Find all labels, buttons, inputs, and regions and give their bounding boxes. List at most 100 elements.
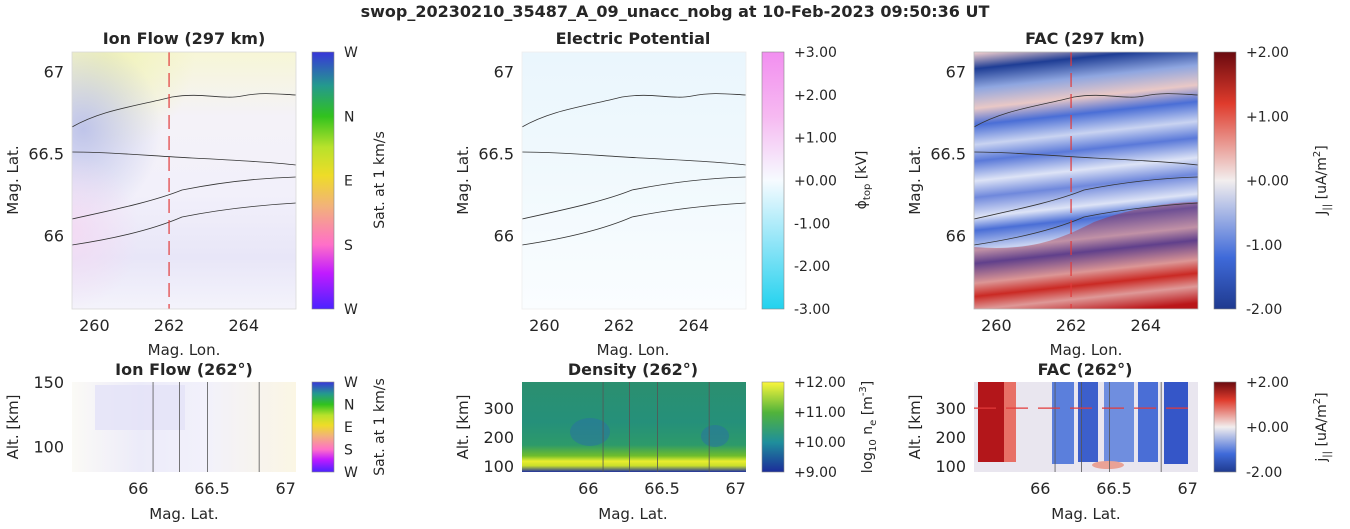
colorbar-tick-label: N xyxy=(344,109,354,125)
x-tick-label: 66 xyxy=(128,479,148,498)
xlabel: Mag. Lon. xyxy=(148,341,221,359)
y-tick-label: 300 xyxy=(935,399,966,418)
y-tick-label: 66 xyxy=(494,226,514,245)
colorbar-tick-label: +2.00 xyxy=(1246,45,1289,61)
heatmap-fac-map xyxy=(974,52,1198,309)
colorbar-tick-label: +2.00 xyxy=(794,88,837,104)
heatmap-fac-section-band xyxy=(1138,382,1158,462)
colorbar-label: Sat. at 1 km/s xyxy=(372,378,388,476)
x-tick-label: 66.5 xyxy=(644,479,680,498)
colorbar-tick-label: +2.00 xyxy=(1246,375,1289,391)
colorbar-tick-label: S xyxy=(344,443,353,459)
x-tick-label: 260 xyxy=(529,316,560,335)
ylabel: Alt. [km] xyxy=(454,395,472,460)
x-tick-label: 262 xyxy=(1056,316,1087,335)
contour-line xyxy=(973,176,1199,220)
colorbar-tick-label: -3.00 xyxy=(794,302,830,318)
heatmap-fac-section-band xyxy=(1052,382,1074,464)
ylabel: Mag. Lat. xyxy=(454,145,472,214)
panel-title: Ion Flow (262°) xyxy=(115,360,253,379)
panel-ion-flow-262: Ion Flow (262°) 66 66.5 67 150 100 Mag. Lat.… xyxy=(4,360,388,523)
colorbar-tick-label: W xyxy=(344,45,358,61)
colorbar-tick-label: -1.00 xyxy=(794,216,830,232)
contour-line xyxy=(973,93,1199,128)
ylabel: Mag. Lat. xyxy=(4,145,22,214)
panel-fac-262: FAC (262°) 66 66.5 67 300 200 100 Mag. Lat. A… xyxy=(906,360,1333,523)
panel-title: Density (262°) xyxy=(568,360,698,379)
panel-density-262: Density (262°) 66 66.5 67 300 200 100 Mag. La… xyxy=(454,360,879,523)
heatmap-ion-flow-pink-patch xyxy=(72,52,296,309)
boundary-lines xyxy=(1054,382,1162,472)
x-tick-label: 262 xyxy=(604,316,635,335)
heatmap-fac-section-band xyxy=(1004,382,1016,462)
y-tick-label: 100 xyxy=(33,437,64,456)
x-tick-label: 66 xyxy=(578,479,598,498)
heatmap-density-patch xyxy=(701,425,729,447)
colorbar-tick-label: E xyxy=(344,174,353,190)
colorbar-tick-label: +0.00 xyxy=(794,174,837,190)
colorbar-tick-label: +1.00 xyxy=(794,131,837,147)
panel-fac-297: FAC (297 km) 260 262 264 67 66.5 66 Mag. Lon.… xyxy=(906,29,1333,359)
colorbar-fac xyxy=(1213,51,1237,310)
y-tick-label: 100 xyxy=(935,457,966,476)
ylabel: Alt. [km] xyxy=(4,395,22,460)
colorbar-tick-label: -2.00 xyxy=(1246,302,1282,318)
boundary-lines xyxy=(602,382,710,472)
y-tick-label: 200 xyxy=(483,428,514,447)
colorbar-tick-label: +0.00 xyxy=(1246,174,1289,190)
contour-line xyxy=(71,202,297,246)
panel-title: FAC (297 km) xyxy=(1025,29,1145,48)
panel-title: FAC (262°) xyxy=(1038,360,1133,379)
colorbar-tick-label: S xyxy=(344,238,353,254)
colorbar-ion-flow-section xyxy=(311,381,335,473)
panel-title: Ion Flow (297 km) xyxy=(103,29,266,48)
colorbar-label: log10 ne [m-3] xyxy=(858,381,879,474)
heatmap-potential-map xyxy=(522,52,746,309)
heatmap-fac-section-patch xyxy=(1092,461,1124,469)
x-tick-label: 67 xyxy=(1178,479,1198,498)
colorbar-tick-label: +9.00 xyxy=(794,465,837,481)
colorbar-tick-label: W xyxy=(344,302,358,318)
contour-line xyxy=(521,151,747,166)
heatmap-fac-section-band xyxy=(1078,382,1098,462)
contour-line xyxy=(973,151,1199,166)
y-tick-label: 66 xyxy=(44,226,64,245)
x-tick-label: 264 xyxy=(678,316,709,335)
xlabel: Mag. Lat. xyxy=(1051,505,1120,523)
contour-boundaries xyxy=(521,93,747,246)
colorbar-tick-label: +3.00 xyxy=(794,45,837,61)
boundary-lines xyxy=(152,382,260,472)
panel-ion-flow-297: Ion Flow (297 km) 260 262 264 67 66.5 66 Mag.… xyxy=(4,29,388,359)
ylabel: Alt. [km] xyxy=(906,395,924,460)
contour-line xyxy=(521,176,747,220)
colorbar-tick-label: -1.00 xyxy=(1246,238,1282,254)
plot-frame xyxy=(521,51,747,310)
figure-title: swop_20230210_35487_A_09_unacc_nobg at 1… xyxy=(361,2,990,21)
colorbar-tick-label: N xyxy=(344,398,354,414)
x-tick-label: 66.5 xyxy=(1096,479,1132,498)
colorbar-label: ϕtop [kV] xyxy=(854,151,873,210)
heatmap-fac-section-band xyxy=(1104,382,1134,462)
colorbar-fac-section xyxy=(1213,381,1237,473)
contour-boundaries xyxy=(71,93,297,246)
contour-boundaries xyxy=(973,93,1199,246)
y-tick-label: 100 xyxy=(483,457,514,476)
xlabel: Mag. Lon. xyxy=(597,341,670,359)
panel-title: Electric Potential xyxy=(556,29,711,48)
x-tick-label: 264 xyxy=(1130,316,1161,335)
colorbar-tick-label: +12.00 xyxy=(794,375,846,391)
x-tick-label: 260 xyxy=(79,316,110,335)
x-tick-label: 260 xyxy=(981,316,1012,335)
colorbar-tick-label: E xyxy=(344,420,353,436)
y-tick-label: 67 xyxy=(946,63,966,82)
y-tick-label: 67 xyxy=(494,63,514,82)
colorbar-tick-label: +10.00 xyxy=(794,435,846,451)
heatmap-fac-section-band xyxy=(1164,382,1188,464)
colorbar-density xyxy=(761,381,785,473)
heatmap-ion-flow-section-patch xyxy=(95,385,185,430)
x-tick-label: 66 xyxy=(1030,479,1050,498)
colorbar-tick-label: +0.00 xyxy=(1246,420,1289,436)
colorbar-tick-label: W xyxy=(344,375,358,391)
y-tick-label: 66.5 xyxy=(478,144,514,163)
